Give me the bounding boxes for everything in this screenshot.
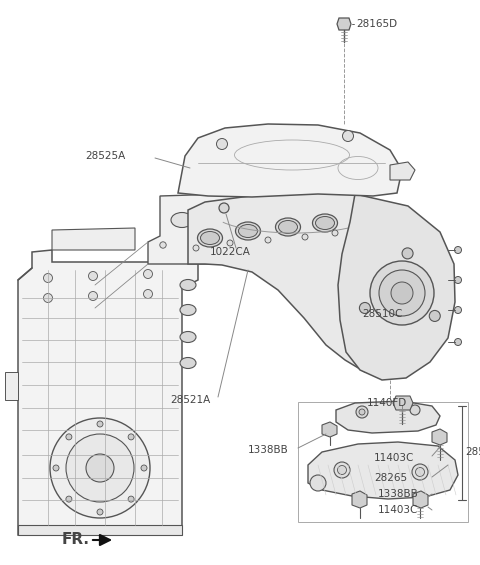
Polygon shape xyxy=(5,372,18,400)
Text: 11403C: 11403C xyxy=(378,505,419,515)
Circle shape xyxy=(402,248,413,259)
Polygon shape xyxy=(390,162,415,180)
Text: 28165D: 28165D xyxy=(356,19,397,29)
Circle shape xyxy=(216,138,228,150)
Polygon shape xyxy=(336,401,440,433)
Circle shape xyxy=(455,276,461,284)
Text: 1338BB: 1338BB xyxy=(378,489,419,499)
Circle shape xyxy=(412,464,428,480)
Ellipse shape xyxy=(285,203,307,219)
Circle shape xyxy=(391,282,413,304)
Circle shape xyxy=(327,232,333,238)
Polygon shape xyxy=(188,192,436,372)
Circle shape xyxy=(66,434,134,502)
Polygon shape xyxy=(432,429,447,445)
Circle shape xyxy=(128,496,134,502)
Polygon shape xyxy=(322,422,337,437)
Ellipse shape xyxy=(180,305,196,315)
Circle shape xyxy=(356,406,368,418)
Ellipse shape xyxy=(207,210,229,224)
Circle shape xyxy=(262,239,268,245)
Circle shape xyxy=(86,454,114,482)
Circle shape xyxy=(50,418,150,518)
Circle shape xyxy=(310,475,326,491)
Circle shape xyxy=(370,261,434,325)
Polygon shape xyxy=(338,194,455,380)
Circle shape xyxy=(343,131,353,141)
Circle shape xyxy=(66,496,72,502)
Circle shape xyxy=(360,302,371,314)
Ellipse shape xyxy=(180,332,196,342)
Circle shape xyxy=(97,421,103,427)
Ellipse shape xyxy=(180,280,196,290)
Text: 11403C: 11403C xyxy=(374,453,414,463)
Circle shape xyxy=(302,234,308,240)
Circle shape xyxy=(429,310,440,321)
Ellipse shape xyxy=(180,358,196,368)
Circle shape xyxy=(455,306,461,314)
Circle shape xyxy=(53,465,59,471)
Circle shape xyxy=(349,225,355,231)
Polygon shape xyxy=(18,250,198,535)
Circle shape xyxy=(334,462,350,478)
Polygon shape xyxy=(178,124,402,197)
Circle shape xyxy=(97,509,103,515)
Circle shape xyxy=(44,273,52,282)
Circle shape xyxy=(193,245,199,251)
Circle shape xyxy=(88,272,97,280)
Polygon shape xyxy=(18,525,182,535)
Circle shape xyxy=(219,203,229,213)
Text: 1338BB: 1338BB xyxy=(248,445,289,455)
Circle shape xyxy=(160,242,166,248)
Circle shape xyxy=(379,270,425,316)
Text: 28265: 28265 xyxy=(374,473,407,483)
Text: 28527S: 28527S xyxy=(465,447,480,457)
Ellipse shape xyxy=(239,224,257,237)
Circle shape xyxy=(141,465,147,471)
Circle shape xyxy=(66,434,72,440)
Circle shape xyxy=(227,241,233,247)
Polygon shape xyxy=(52,228,135,250)
Circle shape xyxy=(88,292,97,301)
Ellipse shape xyxy=(201,232,219,245)
Circle shape xyxy=(265,237,271,243)
Text: 28510C: 28510C xyxy=(362,309,402,319)
Ellipse shape xyxy=(315,216,335,229)
Polygon shape xyxy=(337,18,351,30)
Circle shape xyxy=(359,409,365,415)
Text: 28521A: 28521A xyxy=(170,395,210,405)
Text: 1140FD: 1140FD xyxy=(367,398,407,408)
Circle shape xyxy=(144,270,153,279)
Polygon shape xyxy=(393,396,413,410)
Circle shape xyxy=(455,246,461,254)
Circle shape xyxy=(455,338,461,346)
Text: 1022CA: 1022CA xyxy=(210,247,251,257)
Ellipse shape xyxy=(278,220,298,233)
Text: FR.: FR. xyxy=(62,532,90,547)
Ellipse shape xyxy=(236,222,261,240)
Ellipse shape xyxy=(247,206,269,221)
Circle shape xyxy=(410,405,420,415)
Circle shape xyxy=(44,293,52,302)
Circle shape xyxy=(297,236,303,242)
Ellipse shape xyxy=(276,218,300,236)
Circle shape xyxy=(128,434,134,440)
Circle shape xyxy=(332,230,338,236)
Ellipse shape xyxy=(197,229,223,247)
Circle shape xyxy=(193,243,199,249)
Ellipse shape xyxy=(312,214,337,232)
Ellipse shape xyxy=(171,212,193,228)
Circle shape xyxy=(227,240,233,246)
Polygon shape xyxy=(308,442,458,499)
Circle shape xyxy=(416,467,424,476)
Polygon shape xyxy=(148,190,372,264)
Circle shape xyxy=(144,289,153,298)
Polygon shape xyxy=(352,491,367,508)
Text: 28525A: 28525A xyxy=(85,151,125,161)
Polygon shape xyxy=(413,491,428,508)
Circle shape xyxy=(337,466,347,475)
